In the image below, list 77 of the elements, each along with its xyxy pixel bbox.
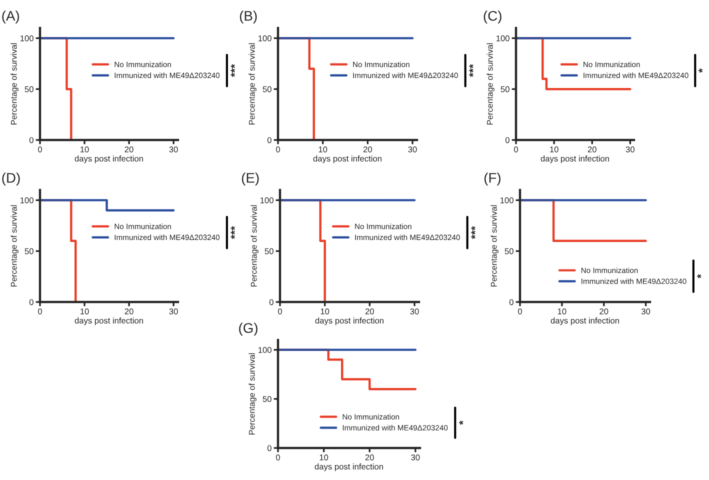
x-tick-label: 20 — [363, 146, 372, 152]
x-axis-title: days post infection — [313, 155, 382, 164]
y-tick-label: 0 — [29, 299, 34, 306]
text: * — [697, 274, 702, 278]
x-tick-label: 10 — [320, 308, 330, 314]
x-tick-label: 0 — [514, 146, 518, 152]
text: *** — [230, 64, 235, 78]
x-tick-label: 0 — [38, 308, 42, 314]
x-tick-label: 20 — [124, 146, 134, 152]
y-tick-label: 50 — [504, 248, 514, 254]
y-tick-label: 0 — [267, 137, 272, 144]
y-tick-label: 50 — [500, 86, 510, 92]
x-tick-label: 0 — [518, 308, 522, 314]
x-tick-label: 0 — [278, 308, 282, 314]
x-tick-label: 30 — [169, 146, 178, 152]
x-tick-label: 10 — [320, 454, 328, 460]
y-tick-label: 0 — [509, 299, 514, 306]
chart-title: (A) — [2, 10, 20, 24]
x-tick-label: 30 — [626, 146, 635, 152]
x-tick-label: 20 — [588, 146, 596, 152]
x-tick-label: 20 — [365, 308, 374, 314]
x-axis-title: days post infection — [314, 463, 383, 472]
text: *** — [230, 226, 235, 240]
x-tick-label: 10 — [318, 146, 328, 152]
y-axis-title: Percentage of survival — [250, 205, 258, 287]
y-axis-title: Percentage of survival — [486, 43, 494, 125]
x-axis-title: days post infection — [550, 317, 619, 326]
y-tick-label: 100 — [20, 35, 34, 42]
x-tick-label: 30 — [408, 146, 417, 152]
chart-title: (D) — [2, 172, 20, 186]
y-tick-label: 50 — [264, 248, 274, 254]
x-tick-label: 10 — [80, 146, 89, 152]
text: * — [459, 420, 464, 425]
x-tick-label: 20 — [365, 454, 374, 460]
y-tick-label: 0 — [29, 137, 34, 144]
y-tick-label: 100 — [496, 35, 510, 42]
x-tick-label: 0 — [276, 146, 280, 152]
chart-title: (F) — [484, 172, 500, 186]
chart-title: (G) — [239, 322, 258, 336]
x-tick-label: 30 — [411, 454, 420, 460]
x-tick-label: 10 — [558, 308, 566, 314]
x-axis-title: days post infection — [315, 317, 384, 326]
chart-title: (C) — [484, 10, 502, 24]
y-tick-label: 100 — [258, 347, 272, 353]
y-tick-label: 100 — [20, 197, 34, 204]
x-axis-title: days post infection — [74, 317, 143, 326]
text: *** — [471, 226, 476, 240]
x-tick-label: 0 — [38, 146, 42, 152]
y-axis-title: Percentage of survival — [10, 205, 18, 287]
text: *** — [469, 64, 474, 78]
y-axis-title: Percentage of survival — [248, 353, 256, 435]
x-tick-label: 0 — [276, 454, 280, 460]
x-tick-label: 30 — [410, 308, 419, 314]
y-tick-label: 50 — [262, 86, 272, 92]
x-tick-label: 20 — [124, 308, 134, 314]
x-axis-title: days post infection — [540, 155, 609, 164]
text: * — [698, 68, 703, 73]
y-axis-title: Percentage of survival — [248, 43, 256, 125]
y-axis-title: Percentage of survival — [10, 43, 18, 125]
y-tick-label: 100 — [258, 35, 272, 42]
y-tick-label: 0 — [267, 445, 272, 452]
x-tick-label: 30 — [641, 308, 650, 314]
x-tick-label: 10 — [550, 146, 558, 152]
chart-title: (B) — [240, 10, 257, 24]
chart-title: (E) — [242, 172, 259, 186]
y-axis-title: Percentage of survival — [490, 205, 498, 287]
y-tick-label: 0 — [505, 137, 510, 144]
y-tick-label: 50 — [24, 86, 34, 92]
y-tick-label: 100 — [500, 197, 514, 204]
x-axis-title: days post infection — [74, 155, 143, 164]
x-tick-label: 20 — [600, 308, 608, 314]
x-tick-label: 10 — [80, 308, 89, 314]
x-tick-label: 30 — [169, 308, 178, 314]
y-tick-label: 50 — [24, 248, 34, 254]
y-tick-label: 0 — [269, 299, 274, 306]
y-tick-label: 100 — [260, 197, 274, 204]
y-tick-label: 50 — [262, 396, 272, 402]
